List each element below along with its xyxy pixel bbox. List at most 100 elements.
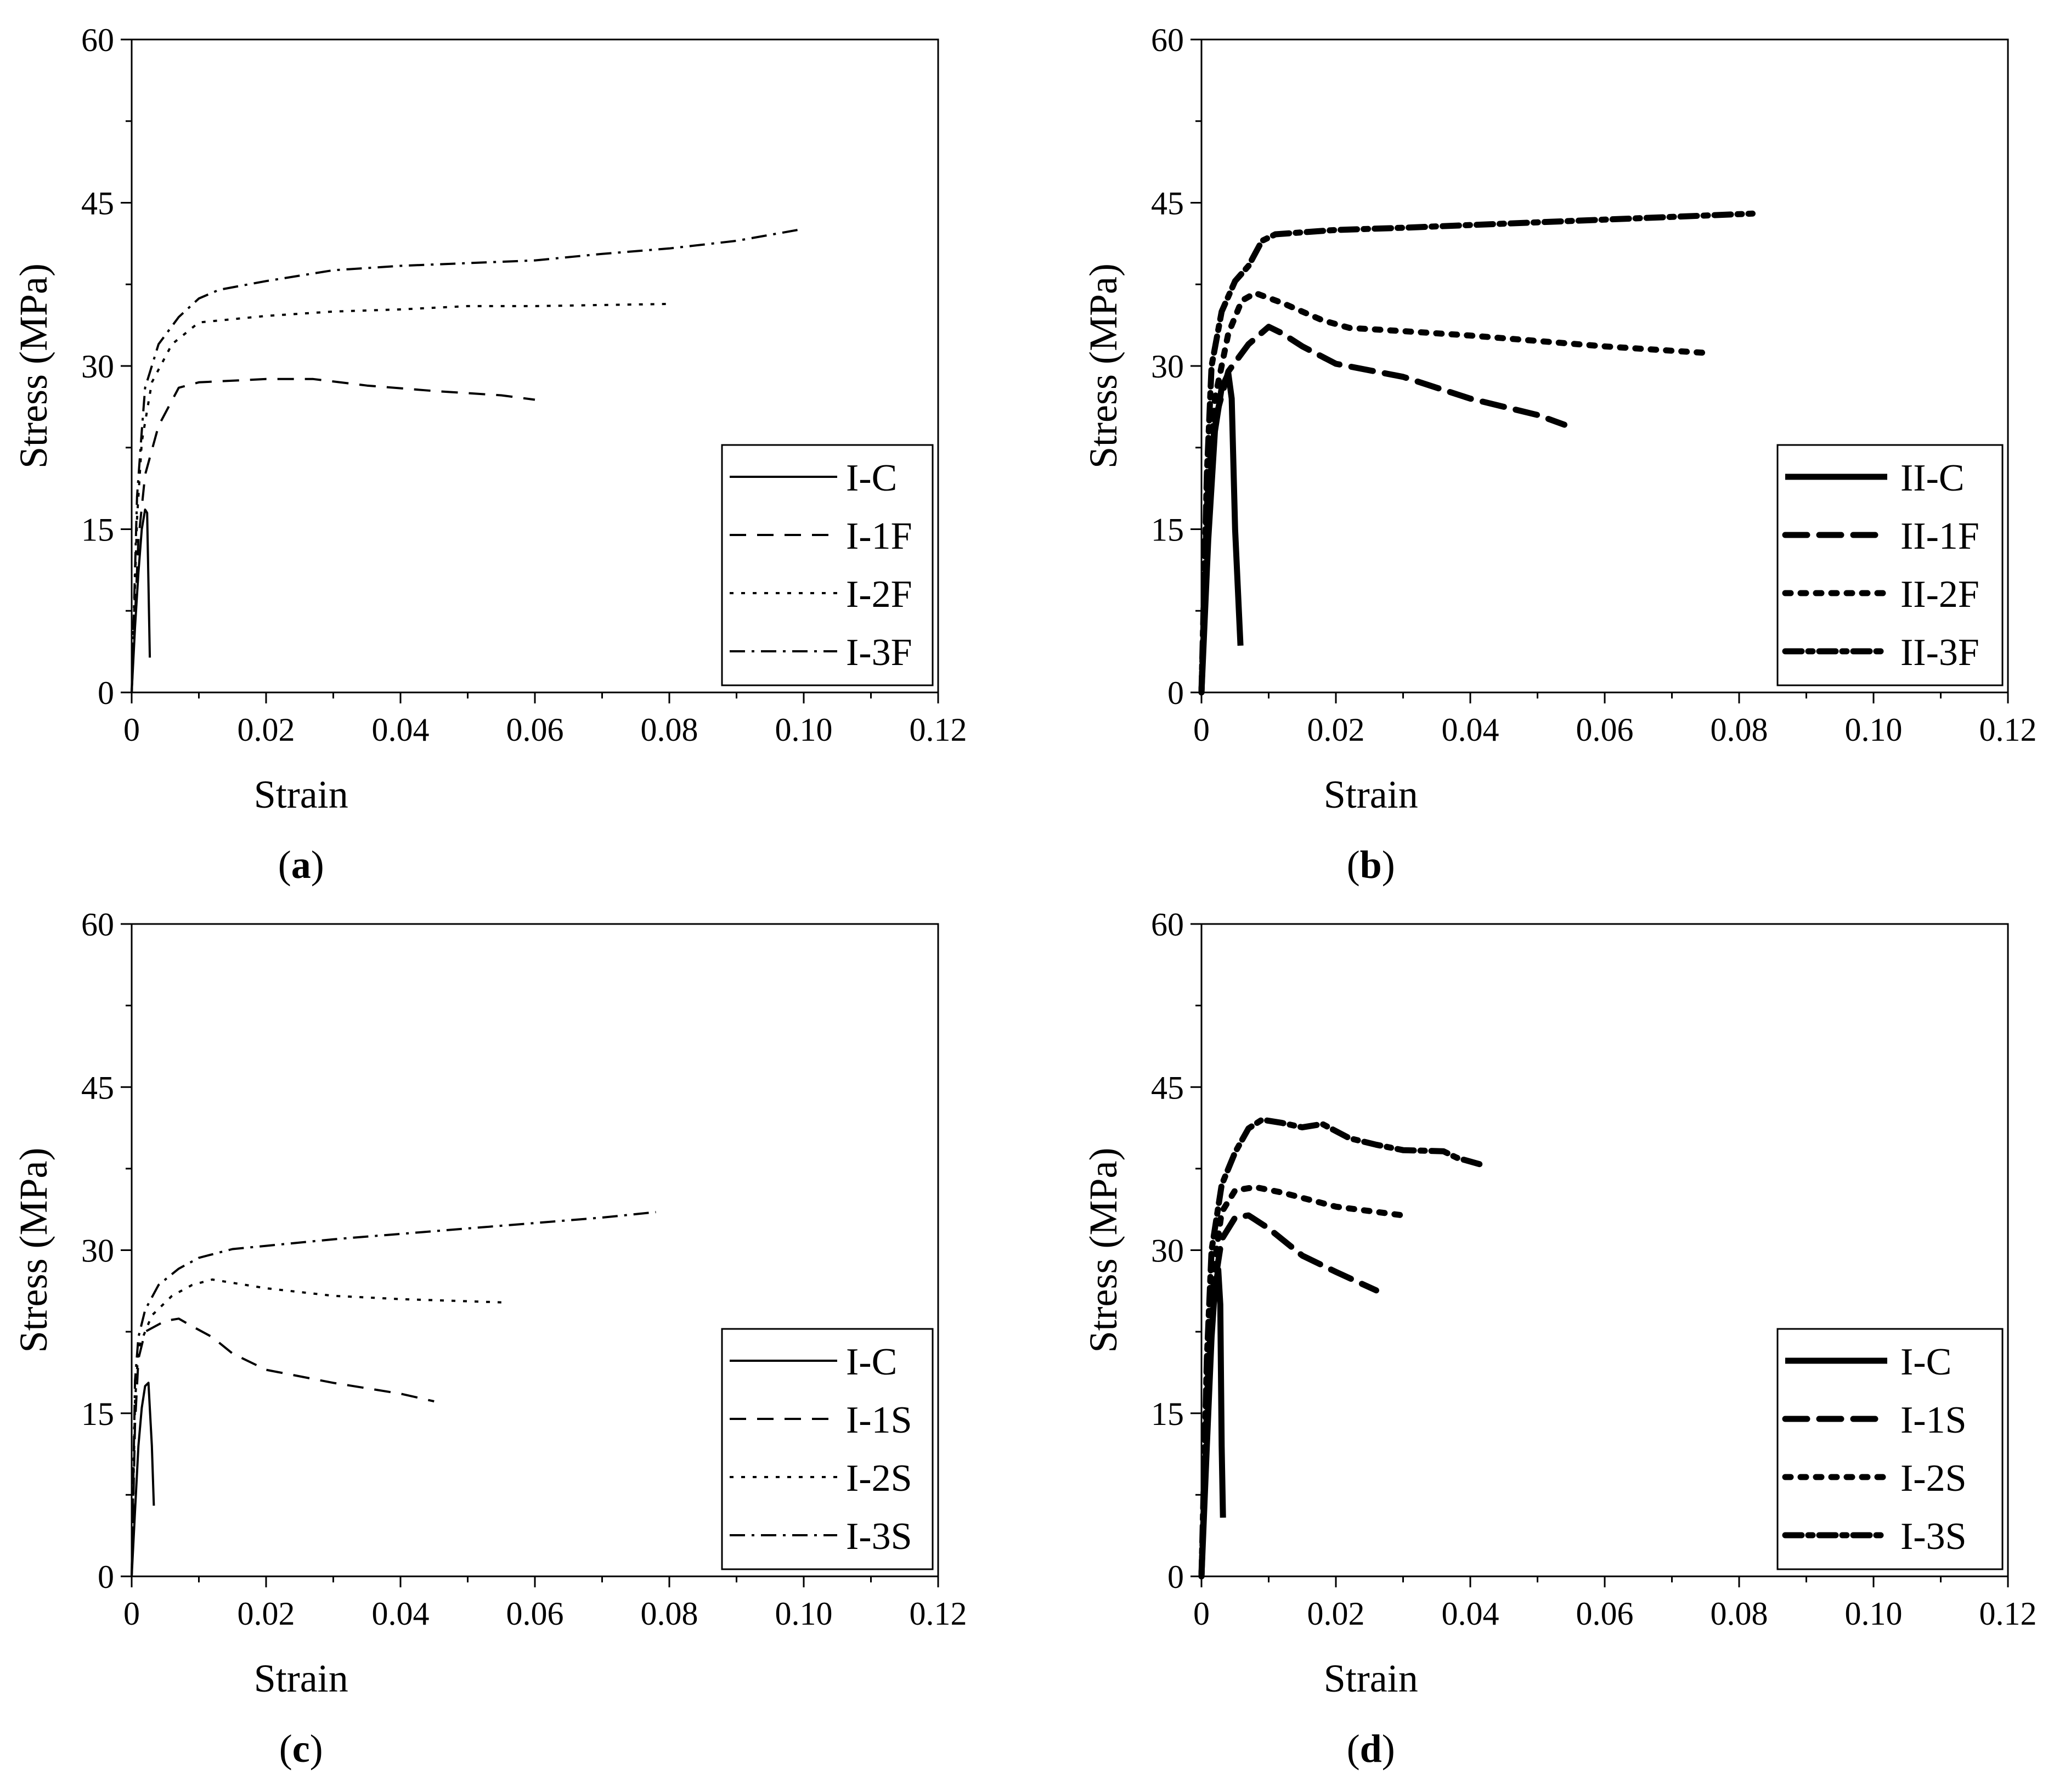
legend-label-i-1f: I-1F: [846, 515, 912, 557]
y-tick-label: 60: [81, 22, 114, 58]
caption-letter: c: [292, 1727, 310, 1771]
x-tick-label: 0.10: [775, 712, 833, 748]
caption-open-paren: (: [279, 1727, 292, 1771]
legend-label-i-2s: I-2S: [1900, 1457, 1967, 1500]
x-axis-title: Strain: [1324, 1656, 1418, 1700]
series-line-i-c: [131, 1382, 155, 1577]
series-line-i-1s: [131, 1317, 435, 1577]
y-tick-label: 45: [81, 185, 114, 222]
y-tick-label: 60: [1151, 22, 1184, 58]
x-tick-label: 0: [123, 1596, 140, 1632]
legend-label-i-c: I-C: [1900, 1341, 1951, 1383]
y-tick-label: 0: [98, 1559, 114, 1595]
x-axis-title: Strain: [254, 1656, 348, 1700]
x-tick-label: 0: [123, 712, 140, 748]
y-tick-label: 45: [81, 1069, 114, 1106]
x-tick-label: 0: [1193, 1596, 1210, 1632]
y-tick-label: 30: [1151, 1233, 1184, 1269]
legend-label-i-2f: I-2F: [846, 573, 912, 616]
x-tick-label: 0.02: [1307, 712, 1365, 748]
x-tick-label: 0.04: [372, 712, 430, 748]
x-tick-label: 0.02: [238, 1596, 295, 1632]
y-axis-title: Stress (MPa): [1081, 1148, 1125, 1353]
y-axis-title: Stress (MPa): [1081, 263, 1125, 469]
y-tick-label: 0: [98, 675, 114, 711]
y-tick-label: 60: [81, 906, 114, 943]
legend-label-ii-c: II-C: [1900, 457, 1965, 499]
x-tick-label: 0.10: [775, 1596, 833, 1632]
y-tick-label: 30: [81, 1233, 114, 1269]
y-tick-label: 15: [81, 1396, 114, 1432]
series-line-i-3s: [1198, 1117, 1487, 1580]
x-tick-label: 0.12: [910, 712, 967, 748]
legend-label-i-3s: I-3S: [1900, 1515, 1967, 1558]
y-tick-label: 30: [81, 348, 114, 385]
legend-box: [721, 444, 934, 686]
x-tick-label: 0.06: [1576, 1596, 1634, 1632]
legend-label-ii-2f: II-2F: [1900, 573, 1979, 616]
x-tick-label: 0.04: [1442, 1596, 1499, 1632]
caption-letter: d: [1360, 1727, 1382, 1771]
y-axis-title: Stress (MPa): [12, 263, 55, 469]
caption-close-paren: ): [310, 1727, 323, 1771]
x-tick-label: 0.08: [641, 1596, 698, 1632]
series-line-i-3f: [131, 228, 804, 693]
legend-box: [1776, 444, 2004, 686]
series-line-ii-2f: [1198, 290, 1709, 696]
legend-label-i-c: I-C: [846, 1341, 897, 1383]
caption-open-paren: (: [1347, 843, 1360, 887]
panel-caption: (d): [1347, 1727, 1395, 1771]
y-tick-label: 45: [1151, 1069, 1184, 1106]
series-line-ii-1f: [1198, 324, 1567, 696]
caption-letter: a: [291, 843, 311, 887]
x-tick-label: 0.12: [1979, 1596, 2037, 1632]
legend-label-ii-3f: II-3F: [1900, 632, 1979, 674]
x-tick-label: 0: [1193, 712, 1210, 748]
legend-label-i-3s: I-3S: [846, 1515, 912, 1558]
x-tick-label: 0.04: [372, 1596, 430, 1632]
y-tick-label: 45: [1151, 185, 1184, 222]
y-tick-label: 0: [1167, 675, 1184, 711]
caption-open-paren: (: [1347, 1727, 1360, 1771]
x-tick-label: 0.08: [1711, 1596, 1768, 1632]
caption-close-paren: ): [1382, 843, 1395, 887]
chart-panel-d: 0 0.02 0.04 0.06 0.08 0.10 0.12 0 15 30 45 60 Strain…: [1081, 906, 2037, 1771]
y-tick-label: 15: [1151, 512, 1184, 548]
x-axis-title: Strain: [1324, 773, 1418, 816]
legend-label-i-c: I-C: [846, 457, 897, 499]
series-line-i-3s: [131, 1211, 656, 1577]
legend: I-C I-1F I-2F I-3F: [721, 444, 934, 686]
series-line-i-1f: [131, 377, 535, 693]
y-tick-label: 15: [1151, 1396, 1184, 1432]
caption-close-paren: ): [1382, 1727, 1395, 1771]
caption-letter: b: [1360, 843, 1382, 887]
x-tick-label: 0.06: [506, 712, 564, 748]
legend-label-i-3f: I-3F: [846, 632, 912, 674]
legend: II-C II-1F II-2F II-3F: [1776, 444, 2004, 686]
caption-open-paren: (: [278, 843, 291, 887]
caption-close-paren: ): [311, 843, 324, 887]
x-tick-label: 0.12: [910, 1596, 967, 1632]
x-axis-title: Strain: [254, 773, 348, 816]
series-line-i-c: [131, 508, 151, 693]
x-tick-label: 0.10: [1845, 1596, 1903, 1632]
x-tick-label: 0.08: [641, 712, 698, 748]
x-tick-label: 0.04: [1442, 712, 1499, 748]
y-tick-label: 60: [1151, 906, 1184, 943]
chart-panel-b: 0 0.02 0.04 0.06 0.08 0.10 0.12 0 15 30 45 60 Strain…: [1081, 22, 2037, 887]
y-axis-title: Stress (MPa): [12, 1148, 55, 1353]
x-tick-label: 0.02: [1307, 1596, 1365, 1632]
x-tick-label: 0.10: [1845, 712, 1903, 748]
legend-label-i-1s: I-1S: [846, 1399, 912, 1441]
legend-box: [1776, 1328, 2004, 1570]
x-tick-label: 0.06: [506, 1596, 564, 1632]
legend: I-C I-1S I-2S I-3S: [721, 1328, 934, 1570]
legend-label-i-1s: I-1S: [1900, 1399, 1967, 1441]
legend: I-C I-1S I-2S I-3S: [1776, 1328, 2004, 1570]
legend-label-i-2s: I-2S: [846, 1457, 912, 1500]
panel-caption: (b): [1347, 843, 1395, 887]
panel-caption: (c): [279, 1727, 323, 1771]
x-tick-label: 0.08: [1711, 712, 1768, 748]
